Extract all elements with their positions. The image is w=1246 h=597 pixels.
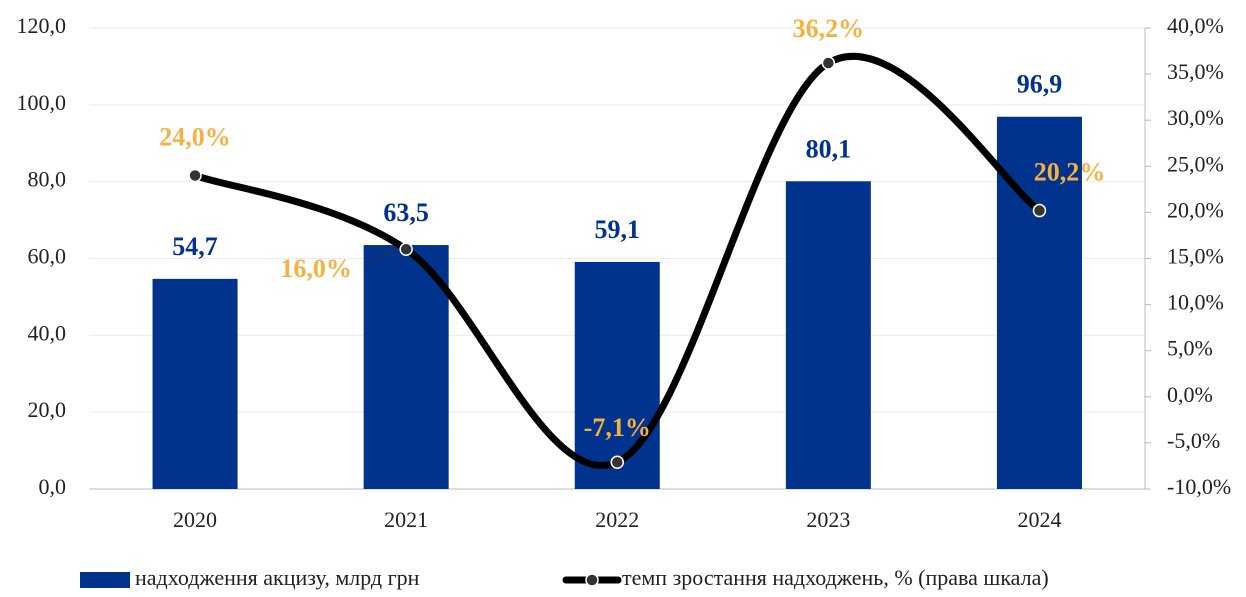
y-tick-label: 80,0	[28, 167, 67, 192]
y-tick-label: 120,0	[17, 13, 67, 38]
line-marker	[821, 56, 836, 70]
legend-label: надходження акцизу, млрд грн	[135, 565, 420, 590]
legend-label: темп зростання надходжень, % (права шкал…	[622, 565, 1049, 590]
bar	[785, 181, 871, 489]
line-marker	[399, 242, 413, 257]
y-tick-label: 100,0	[17, 90, 67, 115]
y2-tick-label: 25,0%	[1167, 151, 1224, 176]
value-label: 54,7	[172, 232, 218, 261]
value-label: 24,0%	[159, 122, 231, 151]
y-tick-label: 40,0	[28, 320, 67, 345]
y2-tick-label: 35,0%	[1167, 59, 1224, 84]
y2-tick-label: 10,0%	[1167, 290, 1224, 315]
value-label: 63,5	[383, 198, 429, 227]
line-marker	[610, 455, 624, 470]
x-tick-label: 2022	[595, 507, 639, 532]
value-label: 59,1	[595, 215, 641, 244]
y2-tick-label: 40,0%	[1167, 13, 1224, 38]
line-marker	[188, 168, 202, 183]
y2-tick-label: 0,0%	[1167, 382, 1213, 407]
line	[191, 52, 1043, 469]
leader-line	[365, 248, 397, 264]
y-tick-label: 20,0	[28, 397, 67, 422]
y2-tick-label: -5,0%	[1167, 428, 1220, 453]
value-label: 80,1	[806, 134, 852, 163]
y2-tick-label: 15,0%	[1167, 244, 1224, 269]
y2-tick-label: 30,0%	[1167, 105, 1224, 130]
x-tick-label: 2020	[173, 507, 217, 532]
value-label: 96,9	[1017, 70, 1063, 99]
y-tick-label: 60,0	[28, 244, 67, 269]
legend-swatch	[585, 573, 599, 587]
bar	[363, 245, 449, 489]
legend-swatch	[80, 572, 130, 588]
value-label: 36,2%	[793, 14, 865, 43]
x-tick-label: 2024	[1017, 507, 1061, 532]
x-tick-label: 2023	[806, 507, 850, 532]
line-marker	[1032, 203, 1047, 218]
value-label: 20,2%	[1034, 158, 1106, 187]
y2-tick-label: 5,0%	[1167, 336, 1213, 361]
x-tick-label: 2021	[384, 507, 428, 532]
y2-tick-label: -10,0%	[1167, 474, 1231, 499]
value-label: -7,1%	[584, 413, 651, 442]
bar	[574, 261, 660, 489]
bar	[152, 278, 238, 489]
y-tick-label: 0,0	[39, 474, 67, 499]
y2-tick-label: 20,0%	[1167, 197, 1224, 222]
value-label: 16,0%	[280, 254, 352, 283]
